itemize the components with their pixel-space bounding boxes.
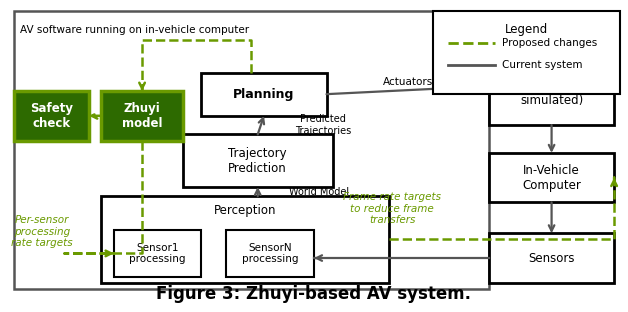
Bar: [14, 11, 489, 289]
Text: AV software running on in-vehicle computer: AV software running on in-vehicle comput…: [20, 25, 249, 35]
Text: Safety
check: Safety check: [30, 102, 73, 130]
Text: Vehicle (real or
simulated): Vehicle (real or simulated): [507, 79, 596, 107]
Text: Frame rate targets
to reduce frame
transfers: Frame rate targets to reduce frame trans…: [343, 192, 441, 225]
Bar: [202, 72, 327, 116]
Text: Legend: Legend: [505, 23, 548, 36]
Bar: [102, 91, 183, 140]
Text: Proposed changes: Proposed changes: [502, 38, 597, 48]
Text: Sensors: Sensors: [528, 251, 575, 265]
Text: SensorN
processing: SensorN processing: [242, 243, 298, 264]
Text: Trajectory
Prediction: Trajectory Prediction: [229, 147, 287, 175]
Bar: [227, 230, 314, 277]
Text: Actuators: Actuators: [382, 77, 433, 87]
Text: Planning: Planning: [233, 88, 295, 101]
Text: Sensor1
processing: Sensor1 processing: [129, 243, 186, 264]
Text: World Model: World Model: [289, 187, 349, 197]
Bar: [489, 233, 614, 283]
Text: Zhuyi
model: Zhuyi model: [122, 102, 162, 130]
Text: Figure 3: Zhuyi-based AV system.: Figure 3: Zhuyi-based AV system.: [156, 285, 472, 303]
Bar: [489, 60, 614, 125]
Bar: [14, 91, 89, 140]
Text: Perception: Perception: [214, 204, 276, 217]
Text: In-Vehicle
Computer: In-Vehicle Computer: [522, 164, 581, 192]
Bar: [114, 230, 202, 277]
Bar: [489, 153, 614, 202]
Text: Current system: Current system: [502, 60, 582, 70]
Bar: [433, 11, 620, 94]
Bar: [183, 134, 333, 187]
Text: Per-sensor
processing
rate targets: Per-sensor processing rate targets: [11, 215, 73, 248]
Text: Predicted
Trajectories: Predicted Trajectories: [295, 114, 352, 136]
Bar: [102, 196, 389, 283]
